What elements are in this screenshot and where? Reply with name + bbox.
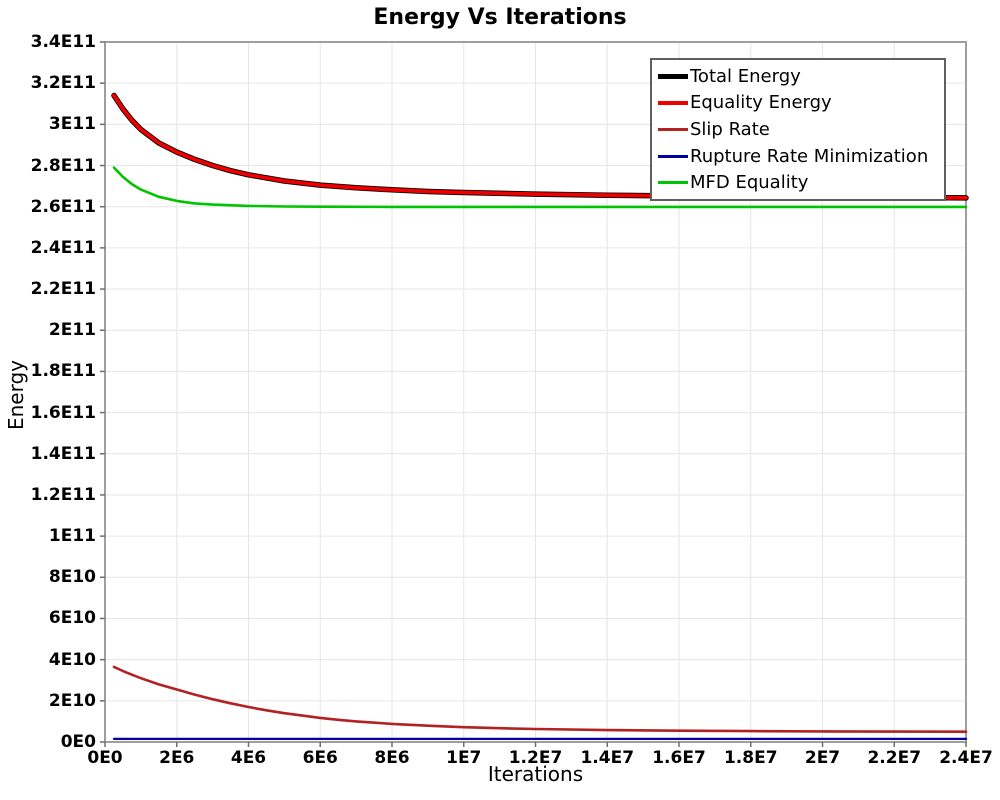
legend-label: Total Energy xyxy=(690,65,801,87)
legend-line-swatch xyxy=(658,100,688,105)
x-tick-label: 0E0 xyxy=(87,748,123,768)
series-line-slip-rate xyxy=(112,665,968,733)
legend-label: MFD Equality xyxy=(690,172,809,194)
y-tick-label: 0E0 xyxy=(60,732,96,752)
x-tick-label: 1.2E7 xyxy=(508,748,563,768)
x-tick-label: 4E6 xyxy=(230,748,267,768)
legend-item-slip-rate: Slip Rate xyxy=(658,116,940,142)
legend-item-equality-energy: Equality Energy xyxy=(658,90,940,116)
y-tick-label: 2E10 xyxy=(48,690,96,711)
x-tick-label: 2.2E7 xyxy=(867,748,922,768)
y-tick-label: 1.6E11 xyxy=(30,402,96,423)
x-axis-title: Iterations xyxy=(487,762,584,786)
x-tick-label: 2E6 xyxy=(159,748,195,768)
legend-item-rupture-rate-minimization: Rupture Rate Minimization xyxy=(658,143,940,169)
y-tick-label: 2E11 xyxy=(48,320,96,341)
y-tick-label: 1.8E11 xyxy=(30,361,96,382)
series-line-mfd-equality xyxy=(112,166,968,209)
y-tick-label: 4E10 xyxy=(48,649,96,670)
x-tick-label: 2E7 xyxy=(804,748,841,768)
legend-line-swatch xyxy=(658,154,688,158)
y-tick-label: 2.2E11 xyxy=(30,279,96,300)
x-tick-label: 1.4E7 xyxy=(580,748,635,768)
x-tick-label: 1E7 xyxy=(446,748,482,768)
y-tick-label: 2.6E11 xyxy=(30,196,96,217)
y-tick-label: 3.2E11 xyxy=(30,73,96,94)
y-tick-label: 1.2E11 xyxy=(30,484,96,505)
x-tick-label: 8E6 xyxy=(374,748,410,768)
y-tick-label: 1E11 xyxy=(48,526,96,547)
axis-tick-marks xyxy=(100,41,967,747)
y-tick-label: 1.4E11 xyxy=(30,443,96,464)
x-tick-label: 1.8E7 xyxy=(723,748,778,768)
x-tick-label: 6E6 xyxy=(302,748,338,768)
legend: Total Energy Equality Energy Slip Rate Rupt… xyxy=(650,58,946,201)
y-tick-label: 8E10 xyxy=(48,567,96,588)
y-tick-label: 2.8E11 xyxy=(30,155,96,176)
y-tick-label: 6E10 xyxy=(48,608,96,629)
y-tick-label: 3.4E11 xyxy=(30,32,96,52)
legend-label: Equality Energy xyxy=(690,92,832,114)
legend-label: Slip Rate xyxy=(690,118,770,140)
legend-line-swatch xyxy=(658,181,688,185)
legend-label: Rupture Rate Minimization xyxy=(690,145,929,167)
legend-item-mfd-equality: MFD Equality xyxy=(658,170,940,196)
x-tick-label: 1.6E7 xyxy=(652,748,706,768)
legend-item-total-energy: Total Energy xyxy=(658,63,940,89)
chart-title: Energy Vs Iterations xyxy=(373,5,627,30)
y-tick-label: 3E11 xyxy=(48,114,96,135)
legend-line-swatch xyxy=(658,127,688,131)
x-tick-label: 2.4E7 xyxy=(939,748,993,768)
y-tick-label: 2.4E11 xyxy=(30,237,96,258)
legend-line-swatch xyxy=(658,73,688,79)
